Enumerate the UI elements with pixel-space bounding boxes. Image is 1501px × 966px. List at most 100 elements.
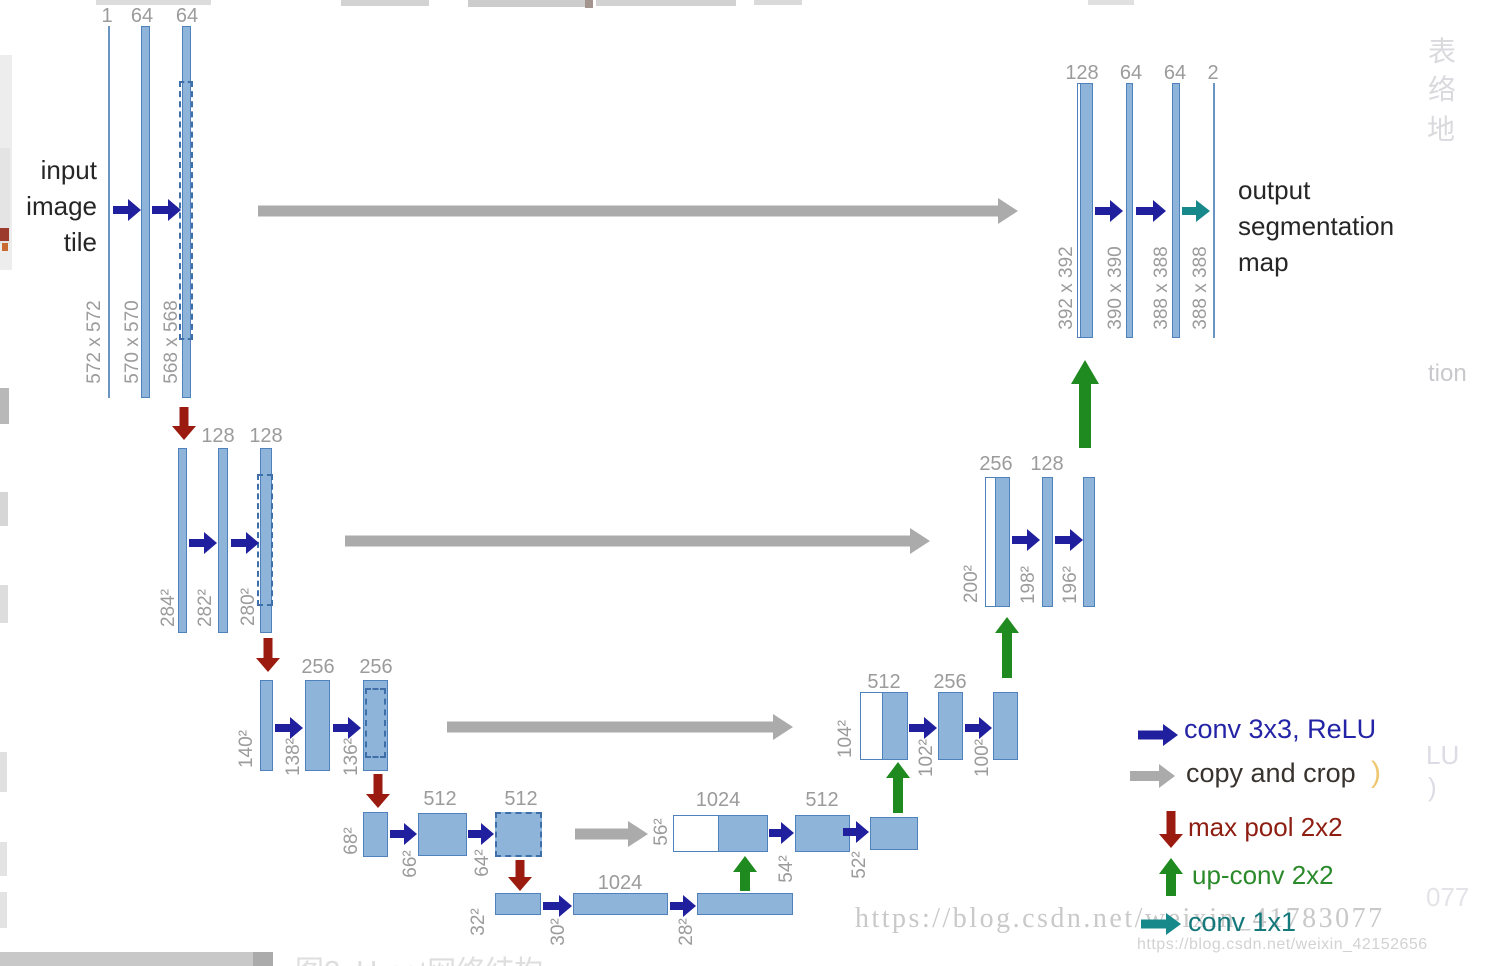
feature-map-bar: [260, 680, 273, 771]
legend-upconv-arrow: [1159, 858, 1182, 896]
conv-arrow: [670, 896, 696, 916]
feature-map-bar: [363, 812, 388, 857]
channel-label: 64: [1119, 62, 1143, 84]
copy-crop-arrow: [575, 820, 648, 847]
left-edge-artifact: [0, 492, 8, 526]
copy-crop-arrow: [447, 713, 793, 740]
legend-copy-arrow: [1130, 764, 1175, 788]
legend-conv1x1-label: conv 1x1: [1188, 907, 1297, 937]
size-label: 280²: [238, 587, 259, 627]
channel-label: 512: [805, 789, 839, 811]
ghost-cjk-1: 表: [1428, 36, 1457, 67]
feature-map-bar: [1083, 477, 1095, 607]
maxpool-arrow: [172, 407, 195, 440]
channel-label: 512: [867, 671, 901, 693]
feature-map-bar: [1126, 83, 1133, 338]
feature-map-bar: [141, 26, 150, 398]
channel-label: 128: [1065, 62, 1099, 84]
size-label: 28²: [676, 918, 697, 946]
conv-arrow: [965, 715, 992, 740]
size-label: 30²: [548, 918, 569, 946]
size-label: 102²: [916, 738, 937, 778]
feature-map-bar: [993, 692, 1018, 760]
conv-arrow: [189, 531, 217, 555]
maxpool-arrow: [366, 774, 389, 808]
channel-label: 2: [1207, 62, 1219, 84]
concat-blue-part: [718, 816, 767, 851]
concat-feature-box: [985, 477, 1010, 607]
feature-map-bar: [697, 893, 793, 915]
feature-map-bar: [1213, 83, 1215, 338]
top-edge-artifact: [468, 0, 593, 7]
upconv-arrow: [996, 617, 1018, 678]
concat-blue-part: [882, 693, 907, 759]
input-tile-line: tile: [63, 227, 97, 257]
size-label: 136²: [341, 737, 362, 777]
size-label: 54²: [776, 855, 797, 883]
size-label: 32²: [468, 908, 489, 936]
channel-label: 64: [1163, 62, 1187, 84]
left-edge-artifact: [0, 892, 7, 928]
channel-label: 256: [359, 656, 393, 678]
bottom-left-gray-bar-cap: [253, 952, 273, 966]
left-edge-artifact: [2, 243, 8, 251]
size-label: 64²: [472, 849, 493, 877]
channel-label: 256: [979, 453, 1013, 475]
channel-label: 1024: [597, 872, 643, 894]
input-tile-label: input image tile: [0, 152, 97, 260]
size-label: 390 x 390: [1105, 246, 1126, 330]
top-edge-artifact: [1088, 0, 1134, 5]
feature-map-bar: [1172, 83, 1180, 338]
input-tile-line: input: [40, 155, 97, 185]
conv1x1-arrow: [1182, 199, 1210, 222]
conv-arrow: [1136, 199, 1166, 222]
size-label: 392 x 392: [1056, 246, 1077, 330]
size-label: 52²: [849, 851, 870, 879]
ghost-caption: 图2: U-net网络结构: [295, 948, 543, 966]
feature-map-bar: [305, 680, 330, 771]
ghost-cjk-2: 络: [1428, 74, 1457, 105]
size-label: 282²: [195, 588, 216, 628]
conv-arrow: [231, 531, 259, 555]
bottom-left-gray-bar: [0, 952, 273, 966]
size-label: 68²: [341, 827, 362, 855]
size-label: 388 x 388: [1151, 246, 1172, 330]
ghost-lu: LU: [1426, 740, 1460, 770]
conv-arrow: [1095, 199, 1123, 222]
copy-crop-arrow: [345, 527, 930, 554]
conv-arrow: [113, 199, 141, 221]
size-label: 104²: [835, 719, 856, 759]
conv-arrow: [333, 716, 361, 740]
legend-copy-label: copy and crop: [1186, 758, 1356, 788]
channel-label: 1024: [695, 789, 741, 811]
concat-blue-part: [995, 478, 1009, 606]
concat-feature-box: [1077, 83, 1093, 338]
input-tile-line: image: [26, 191, 97, 221]
size-label: 196²: [1060, 565, 1081, 605]
conv-arrow: [275, 716, 303, 740]
concat-feature-box: [673, 815, 768, 852]
legend-upconv-label: up-conv 2x2: [1192, 860, 1334, 890]
feature-map-bar: [108, 26, 110, 398]
left-edge-artifact: [0, 585, 8, 623]
left-edge-artifact: [0, 388, 9, 424]
ghost-paren-orange: ): [1371, 756, 1381, 789]
channel-label: 64: [175, 5, 199, 27]
channel-label: 128: [201, 425, 235, 447]
feature-map-bar: [938, 692, 963, 760]
channel-label: 1: [101, 5, 113, 27]
conv-arrow: [1012, 529, 1040, 551]
channel-label: 128: [1030, 453, 1064, 475]
size-label: 66²: [400, 850, 421, 878]
conv-arrow: [468, 822, 494, 846]
top-edge-artifact: [585, 0, 593, 8]
channel-label: 256: [301, 656, 335, 678]
feature-map-bar: [178, 448, 187, 633]
conv-arrow: [543, 896, 572, 916]
top-edge-artifact: [754, 0, 802, 5]
size-label: 198²: [1018, 565, 1039, 605]
upconv-arrow: [1071, 360, 1099, 448]
size-label: 100²: [972, 738, 993, 778]
legend-maxpool-arrow: [1159, 811, 1182, 848]
upconv-arrow: [886, 762, 909, 813]
